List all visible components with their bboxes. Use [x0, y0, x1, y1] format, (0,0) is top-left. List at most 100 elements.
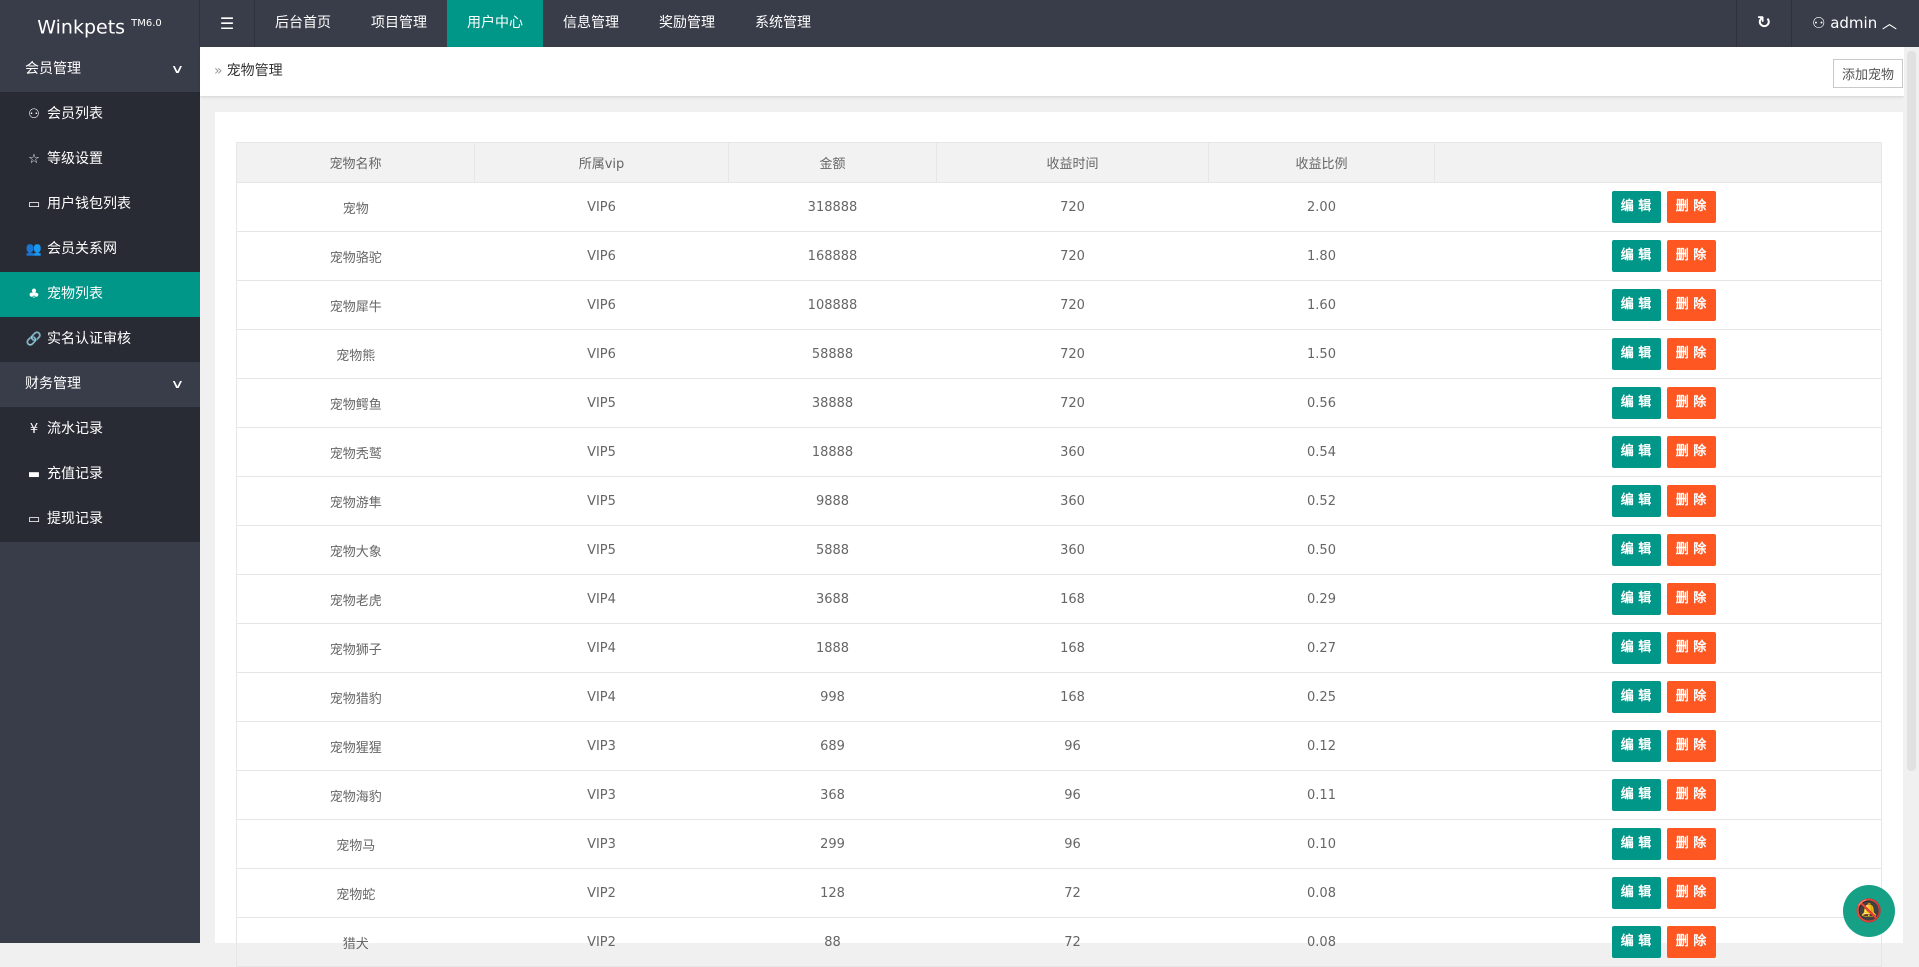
nav-item[interactable]: 奖励管理 — [659, 15, 715, 31]
top-bar: Winkpets TM6.0 ☰ 后台首页 项目管理 用户中心 信息管理 奖励管理 系统管… — [0, 0, 1919, 47]
logo[interactable]: Winkpets TM6.0 — [0, 0, 200, 47]
table-row: 宠物游隼 VIP5 9888 360 0.52 编 辑删 除 — [236, 476, 1882, 526]
column-header: 宠物名称 — [236, 142, 475, 183]
table-row: 宠物蛇 VIP2 128 72 0.08 编 辑删 除 — [236, 868, 1882, 918]
sidebar-item[interactable]: ⚇ 会员列表 — [0, 92, 200, 137]
table-row: 宠物犀牛 VIP6 108888 720 1.60 编 辑删 除 — [236, 280, 1882, 330]
table-cell: 720 — [936, 378, 1209, 428]
table-row: 宠物鳄鱼 VIP5 38888 720 0.56 编 辑删 除 — [236, 378, 1882, 428]
delete-button[interactable]: 删 除 — [1666, 828, 1716, 860]
table-cell: 0.12 — [1208, 721, 1435, 771]
delete-button[interactable]: 删 除 — [1666, 436, 1716, 468]
chevron-up-icon: ︿ — [1881, 14, 1897, 32]
actions-cell: 编 辑删 除 — [1434, 917, 1882, 967]
table-cell: 0.52 — [1208, 476, 1435, 526]
sidebar-item[interactable]: 👥 会员关系网 — [0, 227, 200, 272]
actions-cell: 编 辑删 除 — [1434, 868, 1882, 918]
edit-button[interactable]: 编 辑 — [1611, 485, 1661, 517]
nav-item[interactable]: 项目管理 — [371, 15, 427, 31]
delete-button[interactable]: 删 除 — [1666, 926, 1716, 958]
delete-button[interactable]: 删 除 — [1666, 289, 1716, 321]
edit-button[interactable]: 编 辑 — [1611, 681, 1661, 713]
table-cell: VIP4 — [474, 672, 729, 722]
delete-button[interactable]: 删 除 — [1666, 387, 1716, 419]
actions-cell: 编 辑删 除 — [1434, 476, 1882, 526]
edit-button[interactable]: 编 辑 — [1611, 632, 1661, 664]
edit-button[interactable]: 编 辑 — [1611, 926, 1661, 958]
table-cell: 宠物老虎 — [236, 574, 475, 624]
column-header: 收益比例 — [1208, 142, 1435, 183]
table-cell: 0.29 — [1208, 574, 1435, 624]
nav-item[interactable]: 用户中心 — [447, 0, 543, 47]
sidebar-group[interactable]: 财务管理 ∨ — [0, 362, 200, 407]
user-menu[interactable]: ⚇ admin ︿ — [1811, 14, 1897, 32]
add-pet-button[interactable]: 添加宠物 — [1833, 59, 1903, 88]
column-header: 所属vip — [474, 142, 729, 183]
refresh-icon[interactable]: ↻ — [1735, 0, 1792, 47]
edit-button[interactable]: 编 辑 — [1611, 534, 1661, 566]
table-row: 宠物猩猩 VIP3 689 96 0.12 编 辑删 除 — [236, 721, 1882, 771]
delete-button[interactable]: 删 除 — [1666, 779, 1716, 811]
table-cell: 72 — [936, 917, 1209, 967]
notification-off-icon[interactable]: 🔕 — [1843, 885, 1895, 937]
delete-button[interactable]: 删 除 — [1666, 632, 1716, 664]
edit-button[interactable]: 编 辑 — [1611, 289, 1661, 321]
sidebar-item[interactable]: ¥ 流水记录 — [0, 407, 200, 452]
sidebar-item[interactable]: ♣ 宠物列表 — [0, 272, 200, 317]
table-cell: VIP2 — [474, 868, 729, 918]
delete-button[interactable]: 删 除 — [1666, 338, 1716, 370]
table-cell: 38888 — [728, 378, 937, 428]
delete-button[interactable]: 删 除 — [1666, 681, 1716, 713]
delete-button[interactable]: 删 除 — [1666, 485, 1716, 517]
edit-button[interactable]: 编 辑 — [1611, 730, 1661, 762]
edit-button[interactable]: 编 辑 — [1611, 338, 1661, 370]
table-row: 宠物海豹 VIP3 368 96 0.11 编 辑删 除 — [236, 770, 1882, 820]
sidebar-item[interactable]: ▭ 提现记录 — [0, 497, 200, 542]
edit-button[interactable]: 编 辑 — [1611, 191, 1661, 223]
table-cell: 2.00 — [1208, 182, 1435, 232]
table-cell: 0.27 — [1208, 623, 1435, 673]
delete-button[interactable]: 删 除 — [1666, 191, 1716, 223]
edit-button[interactable]: 编 辑 — [1611, 877, 1661, 909]
delete-button[interactable]: 删 除 — [1666, 877, 1716, 909]
actions-cell: 编 辑删 除 — [1434, 623, 1882, 673]
table-cell: 0.50 — [1208, 525, 1435, 575]
delete-button[interactable]: 删 除 — [1666, 534, 1716, 566]
sidebar: 会员管理 ∨ ⚇ 会员列表 ☆ 等级设置 ▭ 用户钱包列表 👥 会员关系网 ♣ 宠物列表 🔗 实名认证审核… — [0, 47, 200, 943]
edit-button[interactable]: 编 辑 — [1611, 583, 1661, 615]
nav-item[interactable]: 后台首页 — [275, 15, 331, 31]
nav-item[interactable]: 信息管理 — [563, 15, 619, 31]
breadcrumb: » 宠物管理 添加宠物 — [200, 47, 1904, 96]
table-cell: 360 — [936, 525, 1209, 575]
sidebar-item[interactable]: ▬ 充值记录 — [0, 452, 200, 497]
table-cell: 168 — [936, 623, 1209, 673]
menu-toggle-icon[interactable]: ☰ — [200, 0, 255, 47]
table-cell: VIP4 — [474, 623, 729, 673]
table-cell: 宠物犀牛 — [236, 280, 475, 330]
table-cell: 360 — [936, 476, 1209, 526]
table-cell: 宠物猩猩 — [236, 721, 475, 771]
edit-button[interactable]: 编 辑 — [1611, 436, 1661, 468]
table-cell: 168 — [936, 574, 1209, 624]
delete-button[interactable]: 删 除 — [1666, 240, 1716, 272]
card-icon: ▭ — [27, 512, 41, 527]
edit-button[interactable]: 编 辑 — [1611, 387, 1661, 419]
sidebar-item[interactable]: ▭ 用户钱包列表 — [0, 182, 200, 227]
page-title: 宠物管理 — [226, 63, 283, 79]
table-cell: VIP6 — [474, 182, 729, 232]
edit-button[interactable]: 编 辑 — [1611, 828, 1661, 860]
table-cell: 720 — [936, 182, 1209, 232]
sidebar-item[interactable]: 🔗 实名认证审核 — [0, 317, 200, 362]
table-cell: 宠物大象 — [236, 525, 475, 575]
actions-cell: 编 辑删 除 — [1434, 525, 1882, 575]
delete-button[interactable]: 删 除 — [1666, 583, 1716, 615]
sidebar-item[interactable]: ☆ 等级设置 — [0, 137, 200, 182]
sidebar-group[interactable]: 会员管理 ∨ — [0, 47, 200, 92]
nav-item[interactable]: 系统管理 — [755, 15, 811, 31]
edit-button[interactable]: 编 辑 — [1611, 240, 1661, 272]
table-cell: 宠物秃鹫 — [236, 427, 475, 477]
delete-button[interactable]: 删 除 — [1666, 730, 1716, 762]
scrollbar[interactable] — [1904, 47, 1919, 943]
edit-button[interactable]: 编 辑 — [1611, 779, 1661, 811]
table-cell: 1.80 — [1208, 231, 1435, 281]
